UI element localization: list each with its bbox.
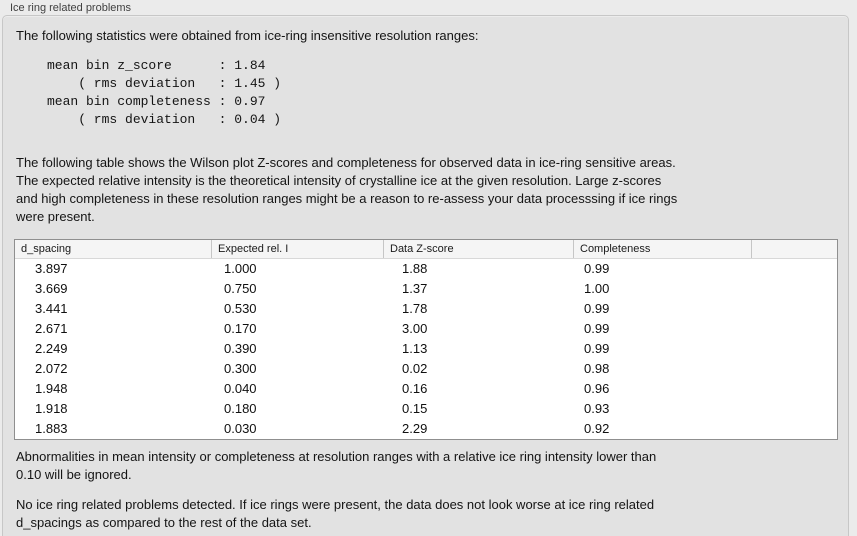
table-cell: 1.918	[35, 401, 68, 416]
table-row[interactable]: 2.072 0.300 0.02 0.98	[15, 359, 837, 379]
table-cell	[751, 299, 837, 319]
table-cell: 1.000	[224, 261, 257, 276]
table-cell: 0.99	[584, 301, 610, 316]
stats-block: mean bin z_score : 1.84 ( rms deviation …	[47, 57, 281, 129]
text-line: Abnormalities in mean intensity or compl…	[16, 449, 657, 464]
groupbox-title: Ice ring related problems	[10, 2, 132, 14]
column-header-d-spacing[interactable]: d_spacing	[21, 243, 72, 255]
text-line: mean bin completeness : 0.97	[47, 94, 266, 109]
table-cell: 2.671	[35, 321, 68, 336]
table-row[interactable]: 2.249 0.390 1.13 0.99	[15, 339, 837, 359]
ice-ring-groupbox: The following statistics were obtained f…	[2, 15, 849, 536]
table-cell	[751, 259, 837, 279]
result-summary-note: No ice ring related problems detected. I…	[16, 496, 654, 532]
ignore-threshold-note: Abnormalities in mean intensity or compl…	[16, 448, 656, 484]
table-cell: 0.15	[402, 401, 428, 416]
table-cell: 1.37	[402, 281, 428, 296]
table-cell: 0.98	[584, 361, 610, 376]
table-cell: 2.072	[35, 361, 68, 376]
table-cell	[751, 419, 837, 439]
table-cell	[751, 399, 837, 419]
table-cell: 1.13	[402, 341, 428, 356]
text-line: d_spacings as compared to the rest of th…	[16, 515, 312, 530]
column-header-blank[interactable]	[751, 240, 837, 258]
table-cell	[751, 279, 837, 299]
table-cell: 0.180	[224, 401, 257, 416]
ice-ring-table: d_spacing Expected rel. I Data Z-score Comp…	[14, 239, 838, 440]
table-row[interactable]: 3.897 1.000 1.88 0.99	[15, 259, 837, 279]
text-line: and high completeness in these resolutio…	[16, 191, 678, 206]
table-cell	[751, 379, 837, 399]
table-body: 3.897 1.000 1.88 0.99 3.669 0.750 1.37 1.00 3.44…	[15, 259, 837, 439]
table-cell: 0.040	[224, 381, 257, 396]
table-cell: 0.96	[584, 381, 610, 396]
table-cell: 1.948	[35, 381, 68, 396]
table-cell: 1.00	[584, 281, 610, 296]
table-row[interactable]: 3.441 0.530 1.78 0.99	[15, 299, 837, 319]
table-cell: 3.897	[35, 261, 68, 276]
text-line: were present.	[16, 209, 95, 224]
table-cell: 3.00	[402, 321, 428, 336]
table-cell: 0.170	[224, 321, 257, 336]
table-cell: 0.16	[402, 381, 428, 396]
table-cell: 0.300	[224, 361, 257, 376]
table-cell	[751, 319, 837, 339]
table-cell: 3.669	[35, 281, 68, 296]
column-header-completeness[interactable]: Completeness	[573, 240, 751, 258]
table-cell: 0.750	[224, 281, 257, 296]
text-line: mean bin z_score : 1.84	[47, 58, 266, 73]
table-row[interactable]: 2.671 0.170 3.00 0.99	[15, 319, 837, 339]
table-cell: 0.390	[224, 341, 257, 356]
table-cell: 0.02	[402, 361, 428, 376]
text-line: ( rms deviation : 1.45 )	[47, 76, 282, 91]
table-cell: 1.88	[402, 261, 428, 276]
column-header-expected-rel-i[interactable]: Expected rel. I	[211, 240, 383, 258]
table-cell: 0.530	[224, 301, 257, 316]
table-row[interactable]: 1.883 0.030 2.29 0.92	[15, 419, 837, 439]
table-cell: 2.29	[402, 421, 428, 436]
column-header-data-z-score[interactable]: Data Z-score	[383, 240, 573, 258]
text-line: 0.10 will be ignored.	[16, 467, 132, 482]
table-header-row: d_spacing Expected rel. I Data Z-score Comp…	[15, 240, 837, 259]
intro-text: The following statistics were obtained f…	[16, 28, 479, 43]
table-cell: 0.92	[584, 421, 610, 436]
table-row[interactable]: 1.918 0.180 0.15 0.93	[15, 399, 837, 419]
table-cell: 0.99	[584, 321, 610, 336]
table-cell: 0.93	[584, 401, 610, 416]
text-line: The following table shows the Wilson plo…	[16, 155, 676, 170]
table-row[interactable]: 3.669 0.750 1.37 1.00	[15, 279, 837, 299]
table-cell: 1.883	[35, 421, 68, 436]
table-cell: 1.78	[402, 301, 428, 316]
table-cell: 2.249	[35, 341, 68, 356]
table-cell	[751, 359, 837, 379]
table-cell: 3.441	[35, 301, 68, 316]
table-row[interactable]: 1.948 0.040 0.16 0.96	[15, 379, 837, 399]
table-cell: 0.030	[224, 421, 257, 436]
table-cell	[751, 339, 837, 359]
text-line: The expected relative intensity is the t…	[16, 173, 662, 188]
description-text: The following table shows the Wilson plo…	[16, 154, 677, 226]
text-line: ( rms deviation : 0.04 )	[47, 112, 282, 127]
table-cell: 0.99	[584, 261, 610, 276]
text-line: No ice ring related problems detected. I…	[16, 497, 655, 512]
table-cell: 0.99	[584, 341, 610, 356]
